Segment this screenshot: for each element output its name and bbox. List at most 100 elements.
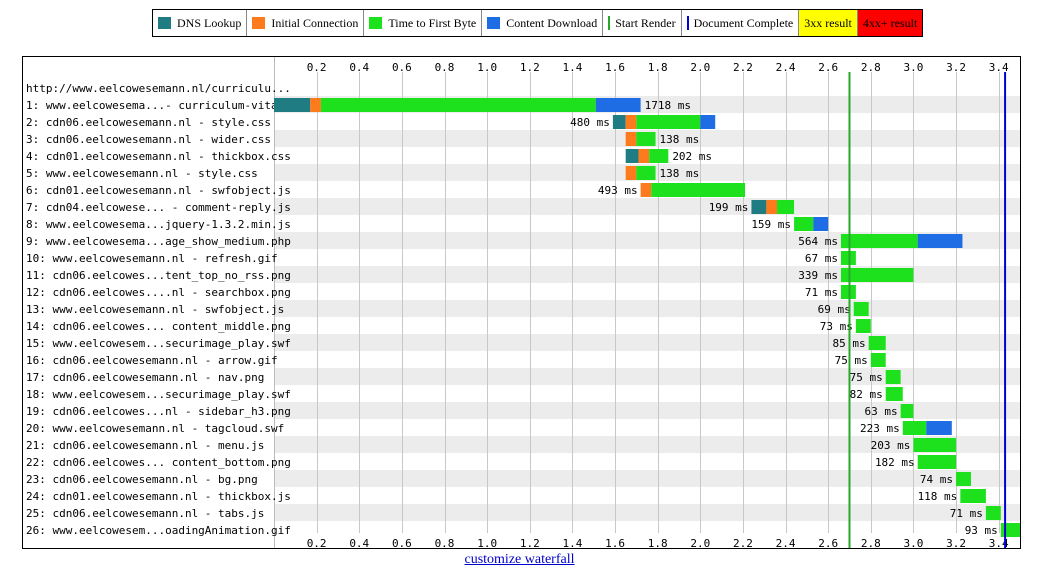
timing-bar-ttfb: [853, 302, 869, 316]
request-label: 18: www.eelcowesem...securimage_play.swf: [26, 388, 291, 401]
timing-bar-dns: [625, 149, 639, 163]
request-label: 9: www.eelcowesema...age_show_medium.php: [26, 235, 291, 248]
timing-bar-ttfb: [777, 200, 795, 214]
timing-bar-conn: [625, 115, 637, 129]
timing-bar-conn: [625, 166, 637, 180]
request-label: 26: www.eelcowesem...oadingAnimation.gif: [26, 524, 291, 537]
timing-bar-dns: [612, 115, 626, 129]
request-label: 23: cdn06.eelcowesemann.nl - bg.png: [26, 473, 258, 486]
tick-label-bottom: 0.6: [392, 537, 412, 548]
request-time: 1718 ms: [645, 99, 691, 112]
request-label: 3: cdn06.eelcowesemann.nl - wider.css: [26, 133, 271, 146]
row-stripe: [274, 300, 1020, 317]
request-label: 19: cdn06.eelcowes...nl - sidebar_h3.png: [26, 405, 291, 418]
page-url-label: http://www.eelcowesemann.nl/curriculu...: [26, 82, 291, 95]
tick-label-bottom: 1.4: [562, 537, 582, 548]
timing-bar-dl: [700, 115, 716, 129]
tick-label-top: 3.4: [989, 61, 1009, 74]
legend-swatch: [252, 17, 266, 29]
tick-label-top: 1.2: [520, 61, 540, 74]
legend-label: 4xx+ result: [862, 15, 918, 30]
legend-label: DNS Lookup: [177, 15, 242, 30]
legend-item-4xx-result: 4xx+ result: [857, 10, 923, 36]
timing-bar-ttfb: [868, 336, 886, 350]
legend-item-content-download: Content Download: [482, 10, 604, 36]
timing-bar-conn: [766, 200, 778, 214]
timing-bar-ttfb: [855, 319, 871, 333]
timing-bar-conn: [638, 149, 650, 163]
request-time: 63 ms: [865, 405, 898, 418]
row-stripe: [274, 266, 1020, 283]
request-label: 25: cdn06.eelcowesemann.nl - tabs.js: [26, 507, 264, 520]
waterfall-chart: 0.2 0.2 0.4 0.4 0.6 0.6 0.8 0.8 1.0 1.0 1.2 1.2 1.4 1…: [22, 56, 1021, 549]
timing-bar-ttfb: [870, 353, 886, 367]
tick-label-top: 1.8: [648, 61, 668, 74]
tick-label-top: 2.0: [690, 61, 710, 74]
tick-label-bottom: 2.8: [861, 537, 881, 548]
legend-item-time-to-first-byte: Time to First Byte: [364, 10, 483, 36]
request-time: 138 ms: [660, 167, 700, 180]
timing-bar-ttfb: [900, 404, 914, 418]
request-label: 6: cdn01.eelcowesemann.nl - swfobject.js: [26, 184, 291, 197]
timing-bar-dns: [751, 200, 767, 214]
timing-bar-ttfb: [636, 166, 656, 180]
timing-bar-conn: [625, 132, 637, 146]
request-time: 159 ms: [751, 218, 791, 231]
legend-item-start-render: Start Render: [603, 10, 682, 36]
request-time: 339 ms: [798, 269, 838, 282]
timing-bar-ttfb: [960, 489, 986, 503]
tick-label-top: 0.6: [392, 61, 412, 74]
row-stripe: [274, 232, 1020, 249]
request-time: 199 ms: [709, 201, 749, 214]
request-time: 75 ms: [835, 354, 868, 367]
request-label: 21: cdn06.eelcowesemann.nl - menu.js: [26, 439, 264, 452]
request-time: 74 ms: [920, 473, 953, 486]
request-label: 4: cdn01.eelcowesemann.nl - thickbox.css: [26, 150, 291, 163]
timing-bar-ttfb: [651, 183, 746, 197]
waterfall-legend: DNS Lookup Initial Connection Time to Firs…: [152, 9, 924, 37]
request-label: 8: www.eelcowesema...jquery-1.3.2.min.js: [26, 218, 291, 231]
timing-bar-ttfb: [840, 268, 914, 282]
legend-item-document-complete: Document Complete: [682, 10, 800, 36]
tick-label-bottom: 1.2: [520, 537, 540, 548]
request-time: 73 ms: [820, 320, 853, 333]
timing-bar-ttfb: [840, 234, 918, 248]
tick-label-bottom: 1.8: [648, 537, 668, 548]
request-time: 202 ms: [672, 150, 712, 163]
tick-label-bottom: 3.0: [903, 537, 923, 548]
tick-label-top: 0.4: [349, 61, 369, 74]
request-time: 203 ms: [871, 439, 911, 452]
tick-label-top: 2.8: [861, 61, 881, 74]
legend-label: Document Complete: [693, 15, 794, 30]
timing-bar-ttfb: [1000, 523, 1020, 537]
request-time: 493 ms: [598, 184, 638, 197]
tick-label-top: 1.6: [605, 61, 625, 74]
legend-swatch: [369, 17, 383, 29]
row-stripe: [274, 402, 1020, 419]
customize-waterfall-link[interactable]: customize waterfall: [464, 552, 575, 567]
timing-bar-ttfb: [320, 98, 596, 112]
tick-label-top: 0.2: [307, 61, 327, 74]
legend-label: Initial Connection: [271, 15, 359, 30]
request-label: 17: cdn06.eelcowesemann.nl - nav.png: [26, 371, 264, 384]
timing-bar-dl: [917, 234, 963, 248]
timing-bar-ttfb: [840, 285, 856, 299]
request-label: 5: www.eelcowesemann.nl - style.css: [26, 167, 258, 180]
tick-label-bottom: 0.8: [435, 537, 455, 548]
timing-bar-ttfb: [985, 506, 1001, 520]
request-time: 182 ms: [875, 456, 915, 469]
tick-label-top: 2.6: [818, 61, 838, 74]
legend-item-3xx-result: 3xx result: [799, 10, 858, 36]
timing-bar-dl: [813, 217, 829, 231]
request-label: 24: cdn01.eelcowesemann.nl - thickbox.js: [26, 490, 291, 503]
tick-label-bottom: 3.2: [946, 537, 966, 548]
request-time: 75 ms: [850, 371, 883, 384]
row-stripe: [274, 436, 1020, 453]
timing-bar-dns: [274, 98, 311, 112]
timing-bar-ttfb: [636, 115, 701, 129]
request-time: 71 ms: [805, 286, 838, 299]
request-label: 7: cdn04.eelcowese... - comment-reply.js: [26, 201, 291, 214]
tick-label-top: 1.0: [477, 61, 497, 74]
tick-label-bottom: 3.4: [989, 537, 1009, 548]
row-stripe: [274, 334, 1020, 351]
